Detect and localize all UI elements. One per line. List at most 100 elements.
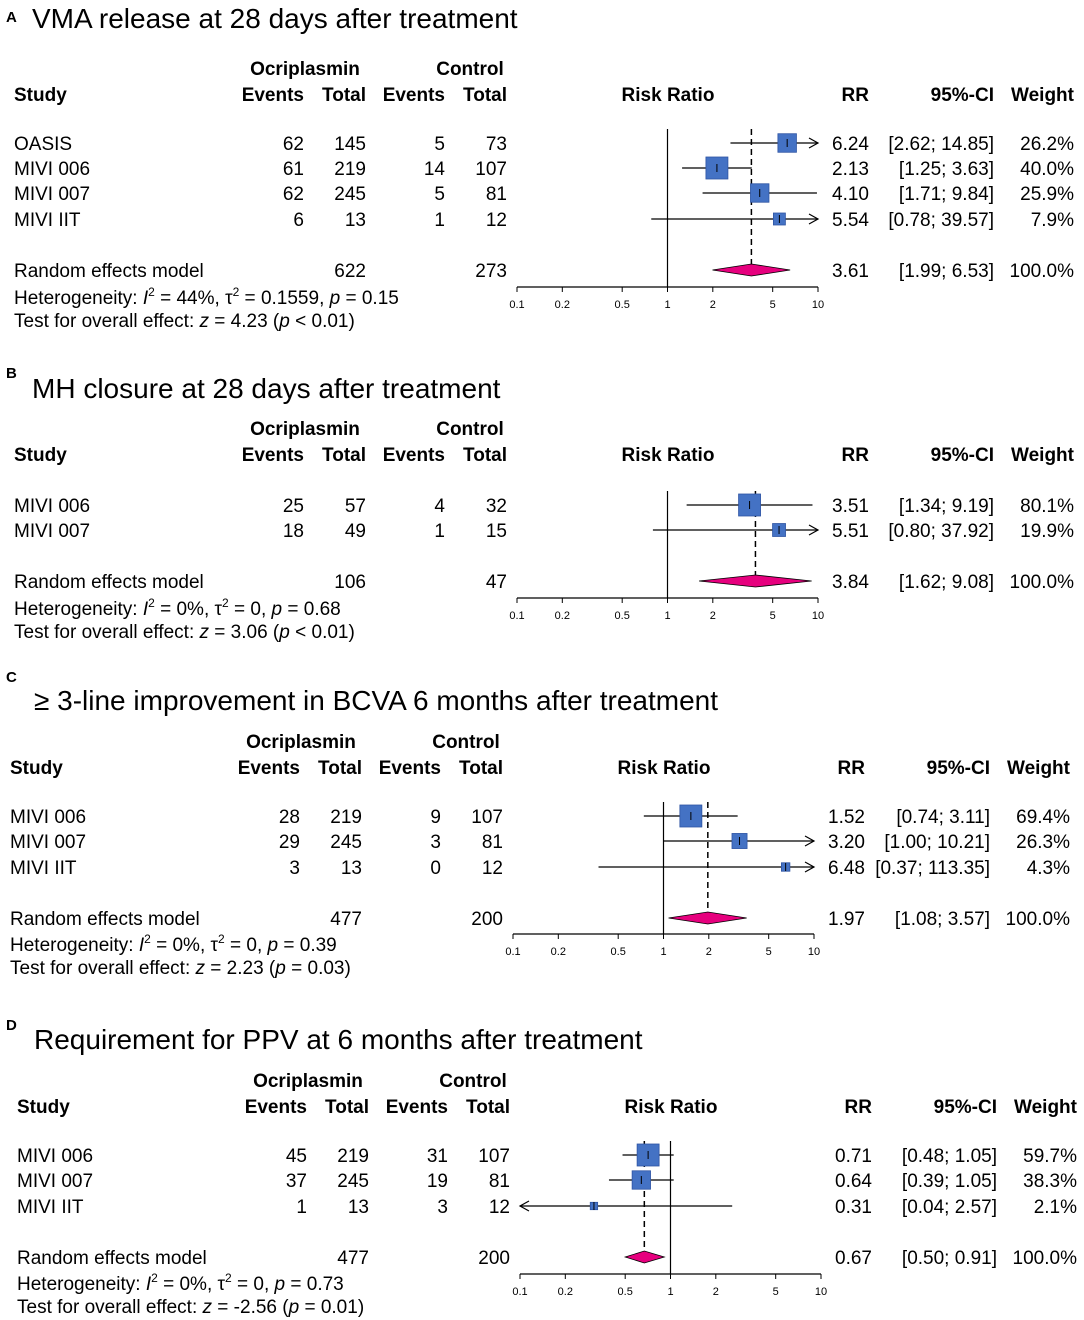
i2-symbol: I bbox=[143, 288, 149, 309]
i2-value: 0% bbox=[176, 599, 204, 620]
total-control: 12 bbox=[482, 858, 503, 879]
model-ci-value: [1.62; 9.08] bbox=[899, 572, 994, 593]
study-name: MIVI 007 bbox=[14, 184, 90, 205]
x-tick-label: 0.2 bbox=[555, 610, 570, 622]
paren-open: ( bbox=[264, 958, 276, 979]
paren-close: ) bbox=[348, 311, 354, 332]
rr-value: 1.52 bbox=[828, 807, 865, 828]
header-total-control: Total bbox=[466, 1097, 510, 1118]
total-control: 15 bbox=[486, 521, 507, 542]
x-tick-label: 0.5 bbox=[611, 946, 626, 958]
events-control: 0 bbox=[430, 858, 441, 879]
overall-effect-test: Test for overall effect: z = 2.23 (p = 0… bbox=[10, 958, 351, 979]
header-study: Study bbox=[10, 758, 63, 779]
tau2-eq: = bbox=[239, 288, 261, 309]
study-name: MIVI 006 bbox=[17, 1146, 93, 1167]
study-row: MIVI 007 18 49 1 15 5.51 [0.80; 37.92] 19.9% bbox=[14, 521, 1074, 542]
p-eq: = bbox=[278, 935, 300, 956]
model-total-treatment: 106 bbox=[334, 572, 366, 593]
total-treatment: 245 bbox=[337, 1171, 369, 1192]
study-name: MIVI IIT bbox=[14, 210, 81, 231]
panel-letter: D bbox=[6, 1017, 17, 1034]
heterogeneity-stats: Heterogeneity: I2 = 44%, τ2 = 0.1559, p … bbox=[14, 285, 399, 309]
tau2-superscript: 2 bbox=[222, 596, 229, 610]
study-row: MIVI 006 45 219 31 107 0.71 [0.48; 1.05] 59.7% bbox=[17, 1143, 1077, 1167]
header-rr: RR bbox=[838, 758, 866, 779]
tau2-symbol: , τ bbox=[200, 935, 219, 956]
heterogeneity-label: Heterogeneity: bbox=[14, 599, 143, 620]
total-control: 107 bbox=[478, 1146, 510, 1167]
x-tick-label: 0.5 bbox=[615, 299, 630, 311]
p-eq: = bbox=[285, 1274, 307, 1295]
study-row: MIVI 007 62 245 5 81 4.10 [1.71; 9.84] 25.9% bbox=[14, 183, 1074, 205]
header-events-control: Events bbox=[383, 445, 445, 466]
ci-value: [0.39; 1.05] bbox=[902, 1171, 997, 1192]
heterogeneity-label: Heterogeneity: bbox=[17, 1274, 146, 1295]
i2-value: 0% bbox=[172, 935, 200, 956]
ci-arrow-right bbox=[804, 861, 816, 873]
x-tick-label: 1 bbox=[660, 946, 666, 958]
ci-arrow-right bbox=[808, 137, 820, 149]
ci-value: [1.00; 10.21] bbox=[884, 832, 990, 853]
pooled-diamond bbox=[623, 1250, 666, 1264]
study-row: OASIS 62 145 5 73 6.24 [2.62; 14.85] 26.2% bbox=[14, 133, 1074, 155]
x-tick-label: 10 bbox=[812, 299, 824, 311]
overall-effect-test: Test for overall effect: z = -2.56 (p = … bbox=[17, 1297, 364, 1318]
model-ci-value: [1.99; 6.53] bbox=[899, 261, 994, 282]
paren-open: ( bbox=[277, 1297, 289, 1318]
rr-value: 0.64 bbox=[835, 1171, 872, 1192]
sep: , bbox=[257, 935, 268, 956]
overall-effect-label: Test for overall effect: bbox=[10, 958, 196, 979]
rr-value: 6.24 bbox=[832, 134, 869, 155]
rr-value: 0.31 bbox=[835, 1197, 872, 1218]
total-treatment: 219 bbox=[334, 159, 366, 180]
events-treatment: 3 bbox=[289, 858, 300, 879]
events-control: 5 bbox=[434, 184, 445, 205]
header-risk-ratio: Risk Ratio bbox=[618, 758, 711, 779]
model-name: Random effects model bbox=[14, 261, 204, 282]
events-control: 1 bbox=[434, 521, 445, 542]
header-weight: Weight bbox=[1007, 758, 1071, 779]
z-eq: = bbox=[205, 958, 227, 979]
study-row: MIVI IIT 6 13 1 12 5.54 [0.78; 39.57] 7.9% bbox=[14, 210, 1074, 231]
events-treatment: 18 bbox=[283, 521, 304, 542]
x-tick-label: 2 bbox=[710, 299, 716, 311]
model-row: Random effects model 477 200 0.67 [0.50; 0.9… bbox=[17, 1248, 1077, 1269]
total-treatment: 245 bbox=[334, 184, 366, 205]
header-events-treatment: Events bbox=[238, 758, 300, 779]
x-tick-label: 10 bbox=[808, 946, 820, 958]
heterogeneity-p-value: 0.15 bbox=[362, 288, 399, 309]
ci-value: [1.34; 9.19] bbox=[899, 496, 994, 517]
model-total-treatment: 477 bbox=[337, 1248, 369, 1269]
header-ocriplasmin: Ocriplasmin bbox=[253, 1071, 363, 1092]
x-tick-label: 5 bbox=[773, 1286, 779, 1298]
panel-title: Requirement for PPV at 6 months after tr… bbox=[34, 1024, 643, 1055]
total-control: 12 bbox=[489, 1197, 510, 1218]
header-study: Study bbox=[14, 85, 67, 106]
header-weight: Weight bbox=[1011, 445, 1075, 466]
x-axis: 0.1 0.2 0.5 1 2 5 10 bbox=[509, 597, 824, 622]
model-total-control: 47 bbox=[486, 572, 507, 593]
model-ci-value: [0.50; 0.91] bbox=[902, 1248, 997, 1269]
study-name: MIVI 007 bbox=[10, 832, 86, 853]
header-control: Control bbox=[439, 1071, 507, 1092]
header-ocriplasmin: Ocriplasmin bbox=[250, 59, 360, 80]
p-eq: = bbox=[282, 599, 304, 620]
z-eq: = bbox=[209, 622, 231, 643]
header-weight: Weight bbox=[1011, 85, 1075, 106]
z-symbol: z bbox=[199, 311, 210, 332]
header-ocriplasmin: Ocriplasmin bbox=[250, 419, 360, 440]
total-treatment: 219 bbox=[337, 1146, 369, 1167]
total-treatment: 245 bbox=[330, 832, 362, 853]
weight-value: 69.4% bbox=[1016, 807, 1070, 828]
header-control: Control bbox=[436, 419, 504, 440]
pooled-diamond bbox=[668, 911, 747, 925]
p-eq: = bbox=[340, 288, 362, 309]
heterogeneity-stats: Heterogeneity: I2 = 0%, τ2 = 0, p = 0.73 bbox=[17, 1271, 344, 1295]
header-events-control: Events bbox=[383, 85, 445, 106]
weight-value: 59.7% bbox=[1023, 1146, 1077, 1167]
tau2-value: 0.1559 bbox=[261, 288, 319, 309]
total-control: 81 bbox=[482, 832, 503, 853]
total-treatment: 13 bbox=[348, 1197, 369, 1218]
study-name: MIVI IIT bbox=[10, 858, 77, 879]
